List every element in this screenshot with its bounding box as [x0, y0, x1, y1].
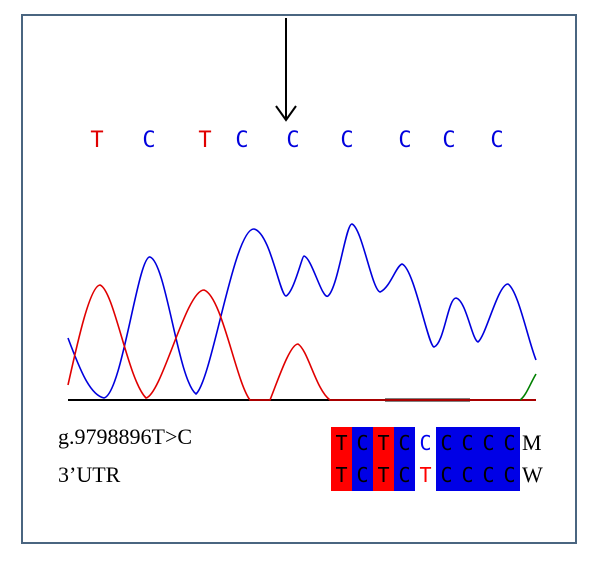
- base-call: C: [286, 128, 300, 153]
- alignment-cell: T: [373, 459, 394, 491]
- alignment-cell: T: [415, 459, 436, 491]
- base-call: C: [142, 128, 156, 153]
- alignment-cell: C: [457, 427, 478, 459]
- sequence-alignment: T C T C C C C C C M T C T C T C C C C W: [331, 427, 546, 491]
- base-call: C: [340, 128, 354, 153]
- alignment-cell: C: [415, 427, 436, 459]
- alignment-cell: C: [478, 427, 499, 459]
- alignment-cell: C: [436, 459, 457, 491]
- base-call: T: [90, 128, 104, 153]
- alignment-cell: C: [352, 459, 373, 491]
- alignment-cell: T: [331, 459, 352, 491]
- alignment-cell: C: [499, 427, 520, 459]
- base-call: C: [398, 128, 412, 153]
- trace-a-green: [519, 373, 537, 401]
- alignment-cell: C: [457, 459, 478, 491]
- alignment-cell: C: [499, 459, 520, 491]
- alignment-row-tag: W: [522, 462, 543, 487]
- alignment-row-tag: M: [522, 430, 542, 455]
- alignment-cell: C: [478, 459, 499, 491]
- alignment-cell: C: [394, 427, 415, 459]
- base-call: C: [442, 128, 456, 153]
- region-label: 3’UTR: [58, 462, 121, 487]
- alignment-row-wildtype: T C T C T C C C C W: [331, 459, 546, 491]
- alignment-cell: C: [394, 459, 415, 491]
- alignment-row-mutant: T C T C C C C C C M: [331, 427, 546, 459]
- base-call: C: [490, 128, 504, 153]
- base-call: C: [235, 128, 249, 153]
- mutation-arrow-icon: [275, 18, 297, 122]
- figure-frame: [21, 14, 577, 544]
- mutation-label: g.9798896T>C: [58, 424, 193, 449]
- base-call: T: [198, 128, 212, 153]
- alignment-cell: C: [352, 427, 373, 459]
- alignment-cell: T: [331, 427, 352, 459]
- alignment-cell: T: [373, 427, 394, 459]
- trace-c-blue: [67, 223, 537, 399]
- alignment-cell: C: [436, 427, 457, 459]
- trace-t-red: [67, 284, 536, 401]
